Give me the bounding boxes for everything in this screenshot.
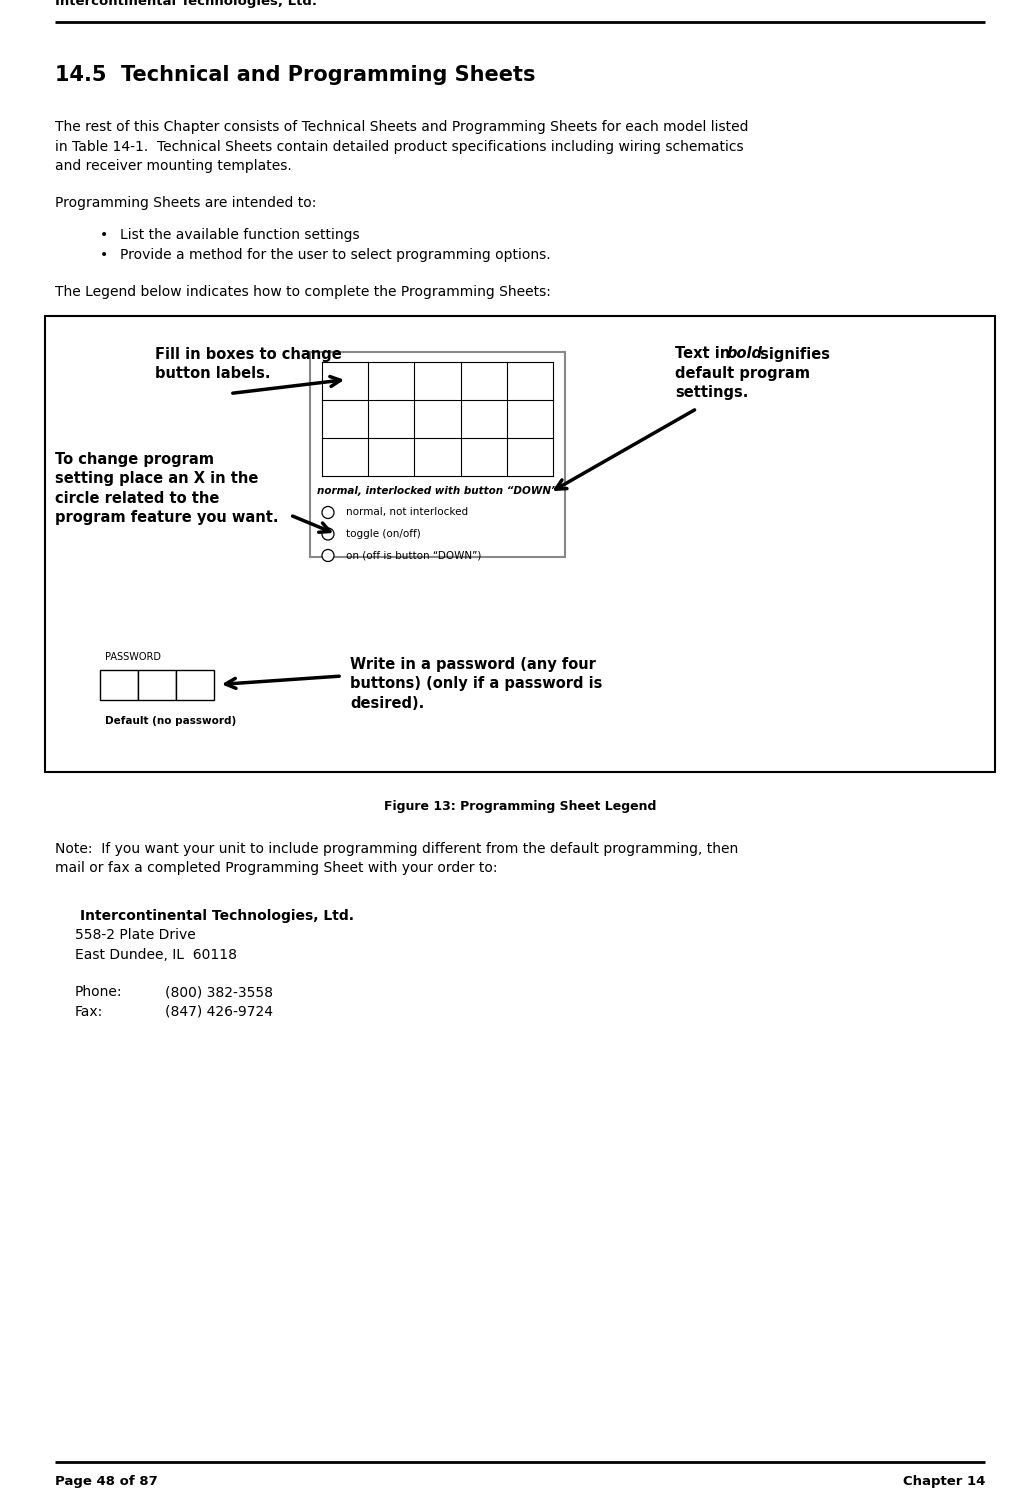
Text: normal, interlocked with button “DOWN”: normal, interlocked with button “DOWN” bbox=[317, 486, 557, 495]
Bar bbox=[138, 670, 176, 700]
Bar bbox=[45, 317, 995, 771]
Text: setting place an X in the: setting place an X in the bbox=[55, 471, 259, 486]
Text: Text in: Text in bbox=[675, 347, 736, 362]
Text: The Legend below indicates how to complete the Programming Sheets:: The Legend below indicates how to comple… bbox=[55, 286, 551, 299]
Text: Phone:: Phone: bbox=[75, 985, 122, 999]
Text: (847) 426-9724: (847) 426-9724 bbox=[165, 1005, 273, 1018]
Text: Fill in boxes to change: Fill in boxes to change bbox=[155, 347, 341, 362]
Text: The rest of this Chapter consists of Technical Sheets and Programming Sheets for: The rest of this Chapter consists of Tec… bbox=[55, 120, 749, 135]
Text: Fax:: Fax: bbox=[75, 1005, 103, 1018]
Text: and receiver mounting templates.: and receiver mounting templates. bbox=[55, 158, 291, 173]
Text: signifies: signifies bbox=[755, 347, 830, 362]
Text: in Table 14-1.  Technical Sheets contain detailed product specifications includi: in Table 14-1. Technical Sheets contain … bbox=[55, 139, 744, 154]
Text: normal, not interlocked: normal, not interlocked bbox=[346, 507, 468, 517]
Bar bbox=[176, 670, 214, 700]
Text: •: • bbox=[100, 248, 108, 262]
Text: buttons) (only if a password is: buttons) (only if a password is bbox=[350, 676, 602, 691]
Text: toggle (on/off): toggle (on/off) bbox=[346, 529, 421, 540]
Circle shape bbox=[322, 528, 334, 540]
Text: Figure 13: Programming Sheet Legend: Figure 13: Programming Sheet Legend bbox=[384, 800, 656, 812]
Text: Page 48 of 87: Page 48 of 87 bbox=[55, 1476, 158, 1488]
Text: 558-2 Plate Drive: 558-2 Plate Drive bbox=[75, 928, 196, 942]
Text: 14.5  Technical and Programming Sheets: 14.5 Technical and Programming Sheets bbox=[55, 64, 536, 85]
Text: mail or fax a completed Programming Sheet with your order to:: mail or fax a completed Programming Shee… bbox=[55, 861, 497, 875]
Text: settings.: settings. bbox=[675, 386, 748, 401]
Bar bbox=[310, 351, 565, 556]
Text: default program: default program bbox=[675, 366, 810, 381]
Text: Programming Sheets are intended to:: Programming Sheets are intended to: bbox=[55, 196, 316, 211]
Text: Write in a password (any four: Write in a password (any four bbox=[350, 656, 596, 671]
Text: PASSWORD: PASSWORD bbox=[105, 652, 161, 661]
Text: (800) 382-3558: (800) 382-3558 bbox=[165, 985, 273, 999]
Text: To change program: To change program bbox=[55, 451, 214, 466]
Bar bbox=[100, 670, 138, 700]
Text: Intercontinental Technologies, Ltd.: Intercontinental Technologies, Ltd. bbox=[55, 0, 317, 7]
Text: program feature you want.: program feature you want. bbox=[55, 510, 278, 525]
Text: List the available function settings: List the available function settings bbox=[120, 229, 360, 242]
Text: button labels.: button labels. bbox=[155, 366, 270, 381]
Circle shape bbox=[322, 507, 334, 519]
Text: •: • bbox=[100, 229, 108, 242]
Text: East Dundee, IL  60118: East Dundee, IL 60118 bbox=[75, 948, 237, 961]
Text: circle related to the: circle related to the bbox=[55, 490, 219, 505]
Text: Chapter 14: Chapter 14 bbox=[903, 1476, 985, 1488]
Text: Default (no password): Default (no password) bbox=[105, 716, 236, 725]
Text: Provide a method for the user to select programming options.: Provide a method for the user to select … bbox=[120, 248, 550, 262]
Text: Intercontinental Technologies, Ltd.: Intercontinental Technologies, Ltd. bbox=[81, 909, 354, 922]
Text: desired).: desired). bbox=[350, 695, 424, 710]
Text: bold: bold bbox=[727, 347, 763, 362]
Text: Note:  If you want your unit to include programming different from the default p: Note: If you want your unit to include p… bbox=[55, 842, 738, 855]
Text: on (off is button “DOWN”): on (off is button “DOWN”) bbox=[346, 550, 481, 561]
Circle shape bbox=[322, 550, 334, 562]
